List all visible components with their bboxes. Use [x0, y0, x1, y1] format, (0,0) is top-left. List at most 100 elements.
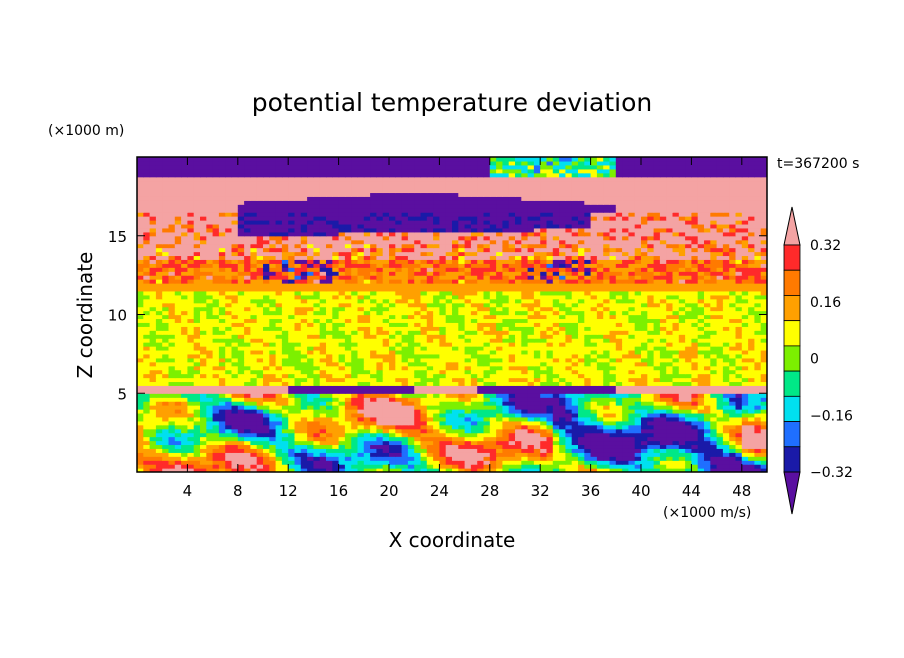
- contour-cell: [206, 444, 214, 449]
- contour-cell: [546, 310, 554, 316]
- contour-cell: [344, 416, 352, 422]
- contour-cell: [218, 294, 226, 300]
- contour-cell: [439, 377, 447, 383]
- contour-cell: [729, 405, 737, 410]
- contour-cell: [760, 342, 767, 347]
- contour-cell: [653, 338, 661, 343]
- contour-cell: [540, 342, 548, 347]
- contour-cell: [634, 416, 642, 422]
- contour-cell: [590, 448, 598, 453]
- contour-cell: [722, 468, 730, 472]
- contour-cell: [275, 318, 283, 323]
- contour-cell: [237, 286, 245, 292]
- contour-cell: [395, 318, 403, 323]
- contour-cell: [174, 416, 182, 422]
- contour-cell: [206, 464, 214, 469]
- contour-cell: [710, 389, 718, 394]
- contour-cell: [143, 373, 151, 379]
- contour-cell: [641, 314, 648, 320]
- contour-cell: [376, 294, 384, 300]
- contour-cell: [363, 389, 371, 394]
- contour-cell: [382, 369, 390, 375]
- contour-cell: [338, 412, 346, 418]
- contour-cell: [395, 432, 403, 438]
- contour-cell: [357, 405, 365, 410]
- contour-cell: [691, 440, 699, 446]
- contour-cell: [206, 468, 214, 472]
- contour-cell: [376, 310, 384, 316]
- contour-cell: [452, 314, 459, 320]
- contour-cell: [452, 290, 459, 296]
- contour-cell: [477, 385, 485, 390]
- contour-cell: [244, 283, 251, 288]
- contour-cell: [338, 401, 346, 406]
- contour-cell: [496, 349, 503, 355]
- contour-cell: [162, 412, 170, 418]
- contour-cell: [300, 346, 308, 351]
- contour-cell: [426, 381, 434, 386]
- contour-cell: [508, 412, 516, 418]
- contour-cell: [143, 361, 151, 367]
- contour-cell: [300, 401, 308, 406]
- contour-cell: [181, 369, 188, 375]
- contour-cell: [218, 279, 226, 284]
- contour-cell: [559, 424, 566, 430]
- contour-cell: [590, 318, 598, 323]
- contour-cell: [672, 318, 680, 323]
- contour-cell: [187, 381, 195, 386]
- contour-cell: [489, 460, 497, 465]
- contour-cell: [628, 365, 636, 371]
- contour-cell: [351, 302, 359, 308]
- contour-cell: [357, 279, 365, 284]
- contour-cell: [162, 424, 170, 430]
- contour-cell: [458, 460, 466, 465]
- contour-cell: [729, 369, 737, 375]
- contour-cell: [275, 448, 283, 453]
- contour-cell: [527, 432, 535, 438]
- contour-cell: [521, 440, 529, 446]
- contour-cell: [319, 314, 327, 320]
- contour-cell: [477, 436, 485, 442]
- contour-cell: [748, 452, 755, 457]
- contour-cell: [508, 283, 516, 288]
- contour-cell: [527, 409, 535, 414]
- contour-cell: [168, 432, 176, 438]
- contour-cell: [275, 361, 283, 367]
- contour-cell: [344, 322, 352, 327]
- contour-cell: [389, 440, 396, 446]
- contour-cell: [319, 338, 327, 343]
- contour-cell: [401, 298, 409, 304]
- contour-cell: [584, 334, 592, 339]
- contour-cell: [609, 326, 617, 331]
- contour-cell: [256, 444, 264, 449]
- contour-cell: [754, 353, 762, 359]
- contour-cell: [382, 314, 390, 320]
- contour-cell: [496, 306, 503, 312]
- contour-cell: [218, 405, 226, 410]
- contour-cell: [206, 424, 214, 430]
- contour-cell: [634, 275, 642, 280]
- contour-cell: [571, 365, 579, 371]
- contour-cell: [641, 424, 648, 430]
- contour-cell: [389, 322, 396, 327]
- contour-cell: [288, 365, 296, 371]
- contour-cell: [231, 444, 239, 449]
- contour-cell: [256, 409, 264, 414]
- contour-cell: [187, 298, 195, 304]
- contour-cell: [697, 286, 705, 292]
- contour-cell: [622, 346, 629, 351]
- contour-cell: [678, 286, 686, 292]
- contour-cell: [722, 424, 730, 430]
- contour-cell: [596, 349, 604, 355]
- contour-cell: [496, 322, 503, 327]
- contour-cell: [641, 428, 648, 434]
- contour-cell: [483, 294, 491, 300]
- contour-cell: [622, 420, 629, 426]
- contour-cell: [376, 377, 384, 383]
- contour-cell: [218, 283, 226, 288]
- contour-cell: [307, 405, 314, 410]
- contour-cell: [269, 389, 277, 394]
- contour-cell: [218, 369, 226, 375]
- contour-cell: [281, 365, 289, 371]
- contour-cell: [641, 326, 648, 331]
